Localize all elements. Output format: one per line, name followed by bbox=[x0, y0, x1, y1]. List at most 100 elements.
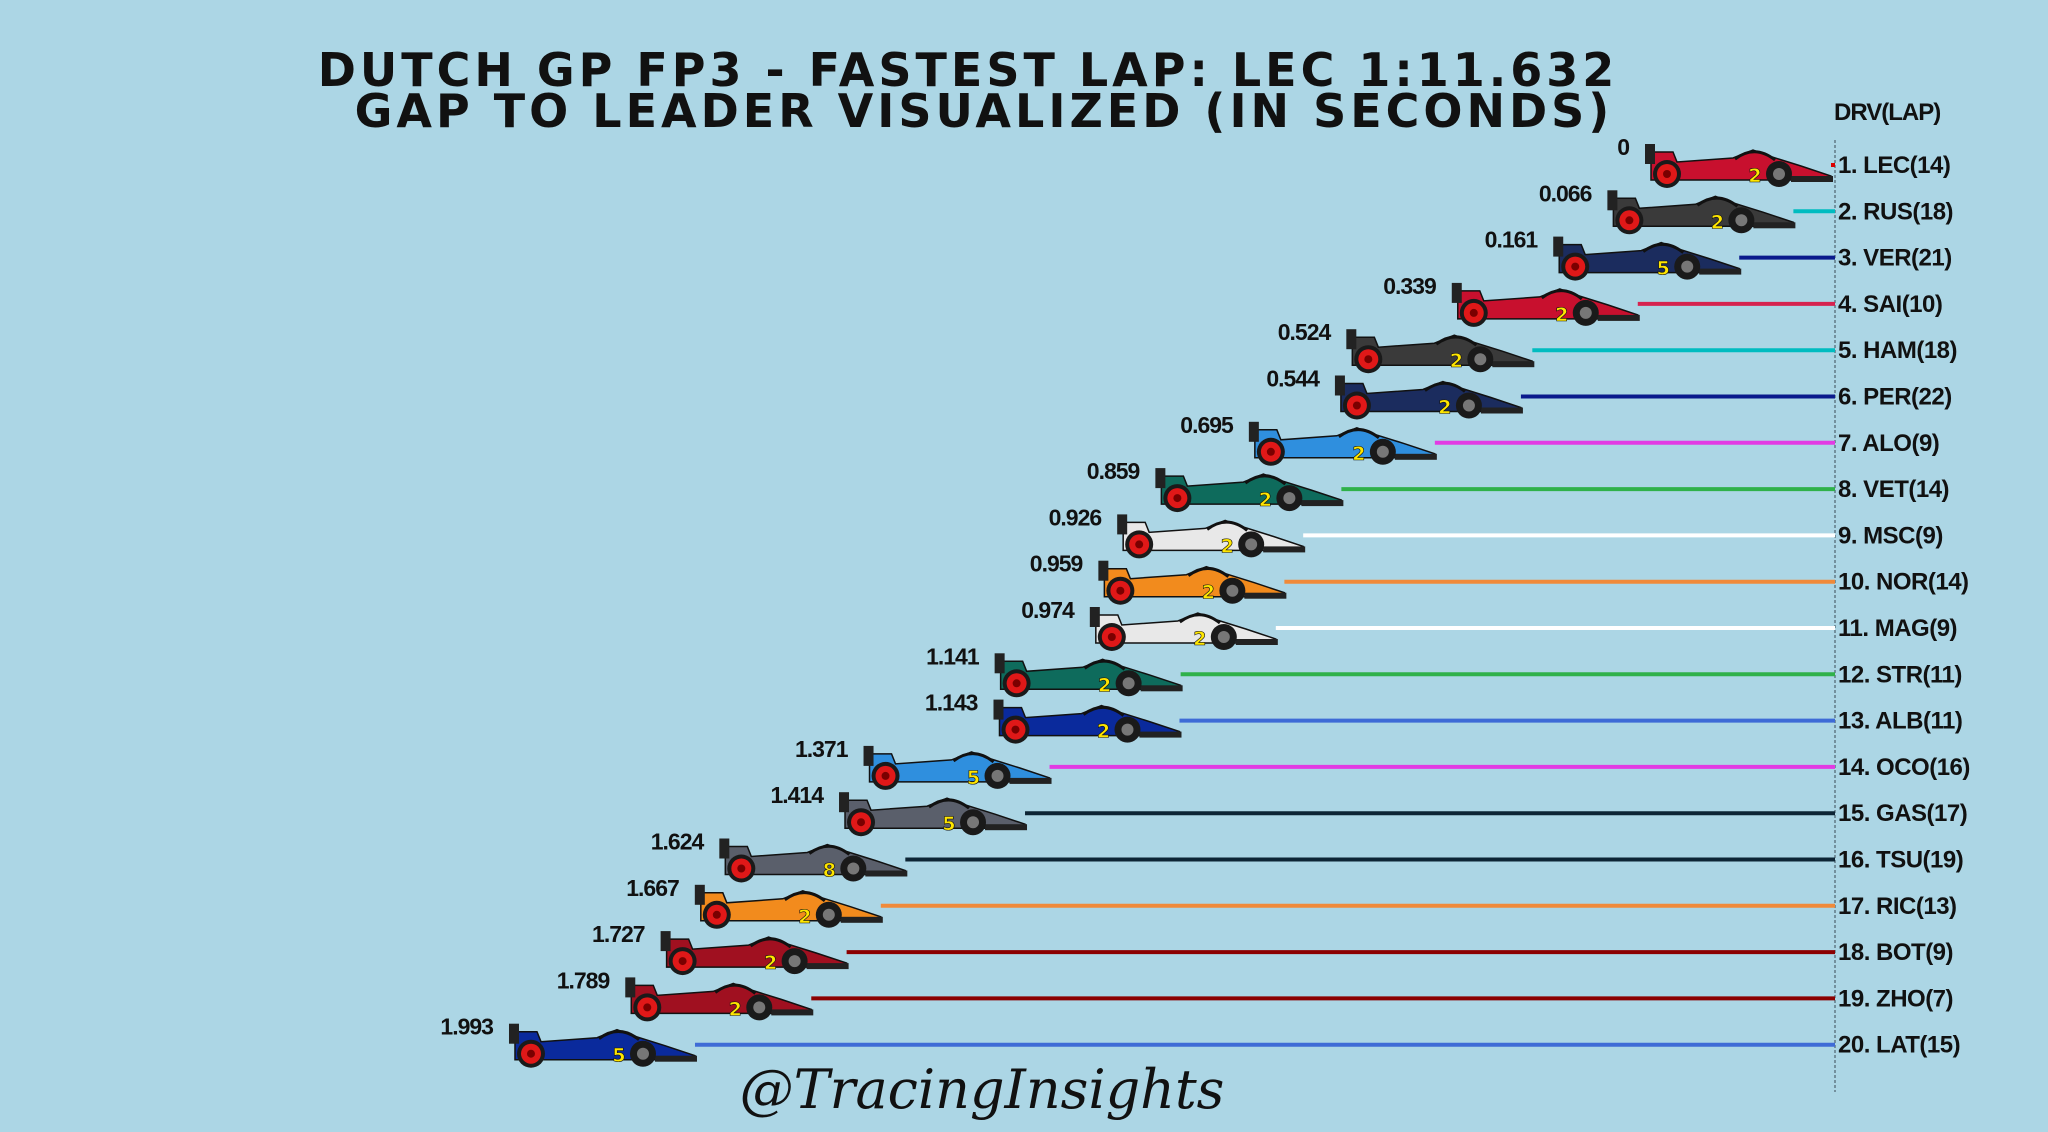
driver-label: 14. OCO(16) bbox=[1838, 754, 1970, 781]
car-icon bbox=[993, 699, 1182, 744]
gap-value-label: 1.624 bbox=[651, 829, 705, 855]
tyre-age-label: 2 bbox=[1748, 165, 1761, 187]
driver-label: 2. RUS(18) bbox=[1838, 198, 1953, 225]
car-icon bbox=[1346, 329, 1535, 374]
watermark: @TracingInsights bbox=[740, 1058, 1225, 1121]
driver-label: 5. HAM(18) bbox=[1838, 337, 1957, 364]
driver-label: 12. STR(11) bbox=[1838, 661, 1962, 688]
driver-row: 5 0.161 3. VER(21) bbox=[1485, 227, 1952, 281]
driver-row: 5 1.371 14. OCO(16) bbox=[795, 736, 1970, 790]
driver-row: 2 1.789 19. ZHO(7) bbox=[557, 967, 1954, 1022]
gap-value-label: 0.544 bbox=[1266, 366, 1320, 392]
gap-value-label: 0.859 bbox=[1087, 458, 1140, 484]
driver-row: 2 1.727 18. BOT(9) bbox=[592, 921, 1954, 976]
gap-value-label: 1.141 bbox=[926, 643, 980, 669]
driver-label: 6. PER(22) bbox=[1838, 384, 1952, 411]
gap-value-label: 0.161 bbox=[1485, 227, 1539, 253]
driver-label: 3. VER(21) bbox=[1838, 245, 1952, 272]
tyre-age-label: 2 bbox=[1221, 535, 1234, 557]
driver-row: 2 0 1. LEC(14) bbox=[1617, 134, 1951, 188]
gap-value-label: 0 bbox=[1617, 134, 1629, 160]
driver-row: 2 0.524 5. HAM(18) bbox=[1278, 319, 1958, 374]
gap-value-label: 1.789 bbox=[557, 967, 610, 993]
car-icon bbox=[1451, 282, 1640, 327]
driver-row: 2 1.143 13. ALB(11) bbox=[925, 690, 1963, 744]
gap-value-label: 0.926 bbox=[1049, 504, 1102, 530]
tyre-age-label: 2 bbox=[1259, 489, 1272, 511]
gap-value-label: 1.667 bbox=[626, 875, 679, 901]
tyre-age-label: 2 bbox=[1098, 674, 1111, 696]
car-icon bbox=[1098, 560, 1287, 605]
driver-label: 1. LEC(14) bbox=[1838, 152, 1950, 179]
rows-layer: 2 0 1. LEC(14) 2 0.066 2. RUS(18) 5 0.161 3. VER… bbox=[440, 134, 1970, 1068]
tyre-age-label: 2 bbox=[1193, 628, 1206, 650]
driver-label: 11. MAG(9) bbox=[1838, 615, 1957, 642]
driver-label: 20. LAT(15) bbox=[1838, 1032, 1960, 1059]
gap-value-label: 1.414 bbox=[770, 782, 824, 808]
driver-row: 2 0.339 4. SAI(10) bbox=[1383, 273, 1943, 327]
driver-label: 8. VET(14) bbox=[1838, 476, 1949, 503]
driver-row: 5 1.993 20. LAT(15) bbox=[440, 1014, 1961, 1068]
car-icon bbox=[1248, 421, 1437, 466]
tyre-age-label: 5 bbox=[1657, 258, 1670, 280]
driver-label: 15. GAS(17) bbox=[1838, 800, 1967, 827]
driver-label: 9. MSC(9) bbox=[1838, 522, 1943, 549]
driver-label: 19. ZHO(7) bbox=[1838, 985, 1953, 1012]
driver-label: 4. SAI(10) bbox=[1838, 291, 1942, 318]
tyre-age-label: 2 bbox=[798, 906, 811, 928]
driver-label: 13. ALB(11) bbox=[1838, 708, 1962, 735]
driver-row: 2 0.066 2. RUS(18) bbox=[1539, 180, 1954, 235]
chart-title: Dutch GP FP3 - Fastest Lap: LEC 1:11.632 bbox=[318, 43, 1619, 97]
tyre-age-label: 2 bbox=[1202, 582, 1215, 604]
car-icon bbox=[1089, 607, 1278, 651]
tyre-age-label: 2 bbox=[1711, 211, 1724, 233]
driver-label: 7. ALO(9) bbox=[1838, 430, 1939, 457]
tyre-age-label: 5 bbox=[612, 1045, 625, 1067]
tyre-age-label: 2 bbox=[1555, 304, 1568, 326]
tyre-age-label: 5 bbox=[967, 767, 980, 789]
chart-subtitle: Gap to leader visualized (in seconds) bbox=[355, 84, 1614, 138]
car-icon bbox=[863, 745, 1052, 790]
car-icon bbox=[1155, 468, 1344, 513]
column-header: DRV(LAP) bbox=[1834, 99, 1940, 126]
tyre-age-label: 2 bbox=[1438, 397, 1451, 419]
gap-value-label: 0.066 bbox=[1539, 180, 1592, 206]
gap-value-label: 1.371 bbox=[795, 736, 849, 762]
car-icon bbox=[660, 931, 849, 976]
tyre-age-label: 5 bbox=[942, 813, 955, 835]
car-icon bbox=[1117, 514, 1306, 559]
gap-value-label: 0.695 bbox=[1180, 412, 1234, 438]
tyre-age-label: 8 bbox=[823, 860, 836, 882]
tyre-age-label: 2 bbox=[1097, 721, 1110, 743]
gap-value-label: 0.974 bbox=[1021, 597, 1075, 623]
driver-label: 17. RIC(13) bbox=[1838, 893, 1957, 920]
gap-value-label: 1.993 bbox=[440, 1014, 493, 1040]
driver-row: 2 0.974 11. MAG(9) bbox=[1021, 597, 1958, 651]
driver-row: 2 1.667 17. RIC(13) bbox=[626, 875, 1957, 929]
tyre-age-label: 2 bbox=[1450, 350, 1463, 372]
driver-row: 5 1.414 15. GAS(17) bbox=[770, 782, 1968, 837]
tyre-age-label: 2 bbox=[764, 952, 777, 974]
driver-row: 2 0.544 6. PER(22) bbox=[1266, 366, 1952, 420]
driver-row: 2 0.959 10. NOR(14) bbox=[1030, 551, 1969, 605]
car-icon bbox=[1607, 190, 1796, 235]
driver-label: 10. NOR(14) bbox=[1838, 569, 1969, 596]
car-icon bbox=[1553, 236, 1742, 281]
car-icon bbox=[839, 792, 1028, 837]
car-icon bbox=[719, 838, 908, 883]
car-icon bbox=[625, 977, 814, 1022]
gap-value-label: 1.143 bbox=[925, 690, 978, 716]
gap-value-label: 0.524 bbox=[1278, 319, 1332, 345]
tyre-age-label: 2 bbox=[729, 998, 742, 1020]
driver-row: 2 1.141 12. STR(11) bbox=[926, 643, 1962, 698]
gap-value-label: 0.339 bbox=[1383, 273, 1436, 299]
gap-value-label: 0.959 bbox=[1030, 551, 1083, 577]
car-icon bbox=[1334, 375, 1523, 420]
driver-row: 2 0.926 9. MSC(9) bbox=[1049, 504, 1943, 559]
car-icon bbox=[994, 653, 1183, 698]
driver-row: 8 1.624 16. TSU(19) bbox=[651, 829, 1964, 883]
driver-row: 2 0.859 8. VET(14) bbox=[1087, 458, 1950, 513]
driver-label: 16. TSU(19) bbox=[1838, 847, 1963, 874]
car-icon bbox=[508, 1023, 697, 1068]
